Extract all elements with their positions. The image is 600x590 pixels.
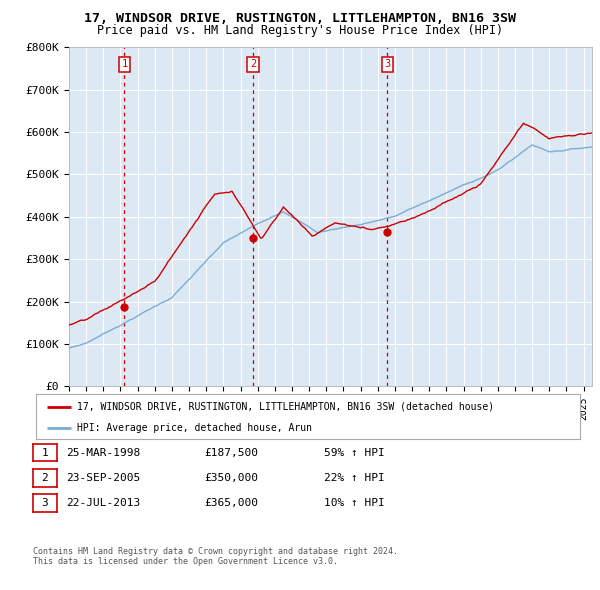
Text: 25-MAR-1998: 25-MAR-1998 xyxy=(66,448,140,457)
Text: £350,000: £350,000 xyxy=(204,473,258,483)
Text: 22% ↑ HPI: 22% ↑ HPI xyxy=(324,473,385,483)
Text: £187,500: £187,500 xyxy=(204,448,258,457)
Text: 17, WINDSOR DRIVE, RUSTINGTON, LITTLEHAMPTON, BN16 3SW: 17, WINDSOR DRIVE, RUSTINGTON, LITTLEHAM… xyxy=(84,12,516,25)
Text: 1: 1 xyxy=(121,59,128,69)
Text: This data is licensed under the Open Government Licence v3.0.: This data is licensed under the Open Gov… xyxy=(33,558,338,566)
Text: 2: 2 xyxy=(250,59,256,69)
Text: 1: 1 xyxy=(41,448,49,457)
Text: 17, WINDSOR DRIVE, RUSTINGTON, LITTLEHAMPTON, BN16 3SW (detached house): 17, WINDSOR DRIVE, RUSTINGTON, LITTLEHAM… xyxy=(77,402,494,412)
Text: 59% ↑ HPI: 59% ↑ HPI xyxy=(324,448,385,457)
Text: 23-SEP-2005: 23-SEP-2005 xyxy=(66,473,140,483)
Text: £365,000: £365,000 xyxy=(204,499,258,508)
Text: HPI: Average price, detached house, Arun: HPI: Average price, detached house, Arun xyxy=(77,423,312,432)
Text: 22-JUL-2013: 22-JUL-2013 xyxy=(66,499,140,508)
Text: Price paid vs. HM Land Registry's House Price Index (HPI): Price paid vs. HM Land Registry's House … xyxy=(97,24,503,37)
Text: 3: 3 xyxy=(384,59,391,69)
Text: 3: 3 xyxy=(41,499,49,508)
Text: 2: 2 xyxy=(41,473,49,483)
Text: 10% ↑ HPI: 10% ↑ HPI xyxy=(324,499,385,508)
Text: Contains HM Land Registry data © Crown copyright and database right 2024.: Contains HM Land Registry data © Crown c… xyxy=(33,548,398,556)
